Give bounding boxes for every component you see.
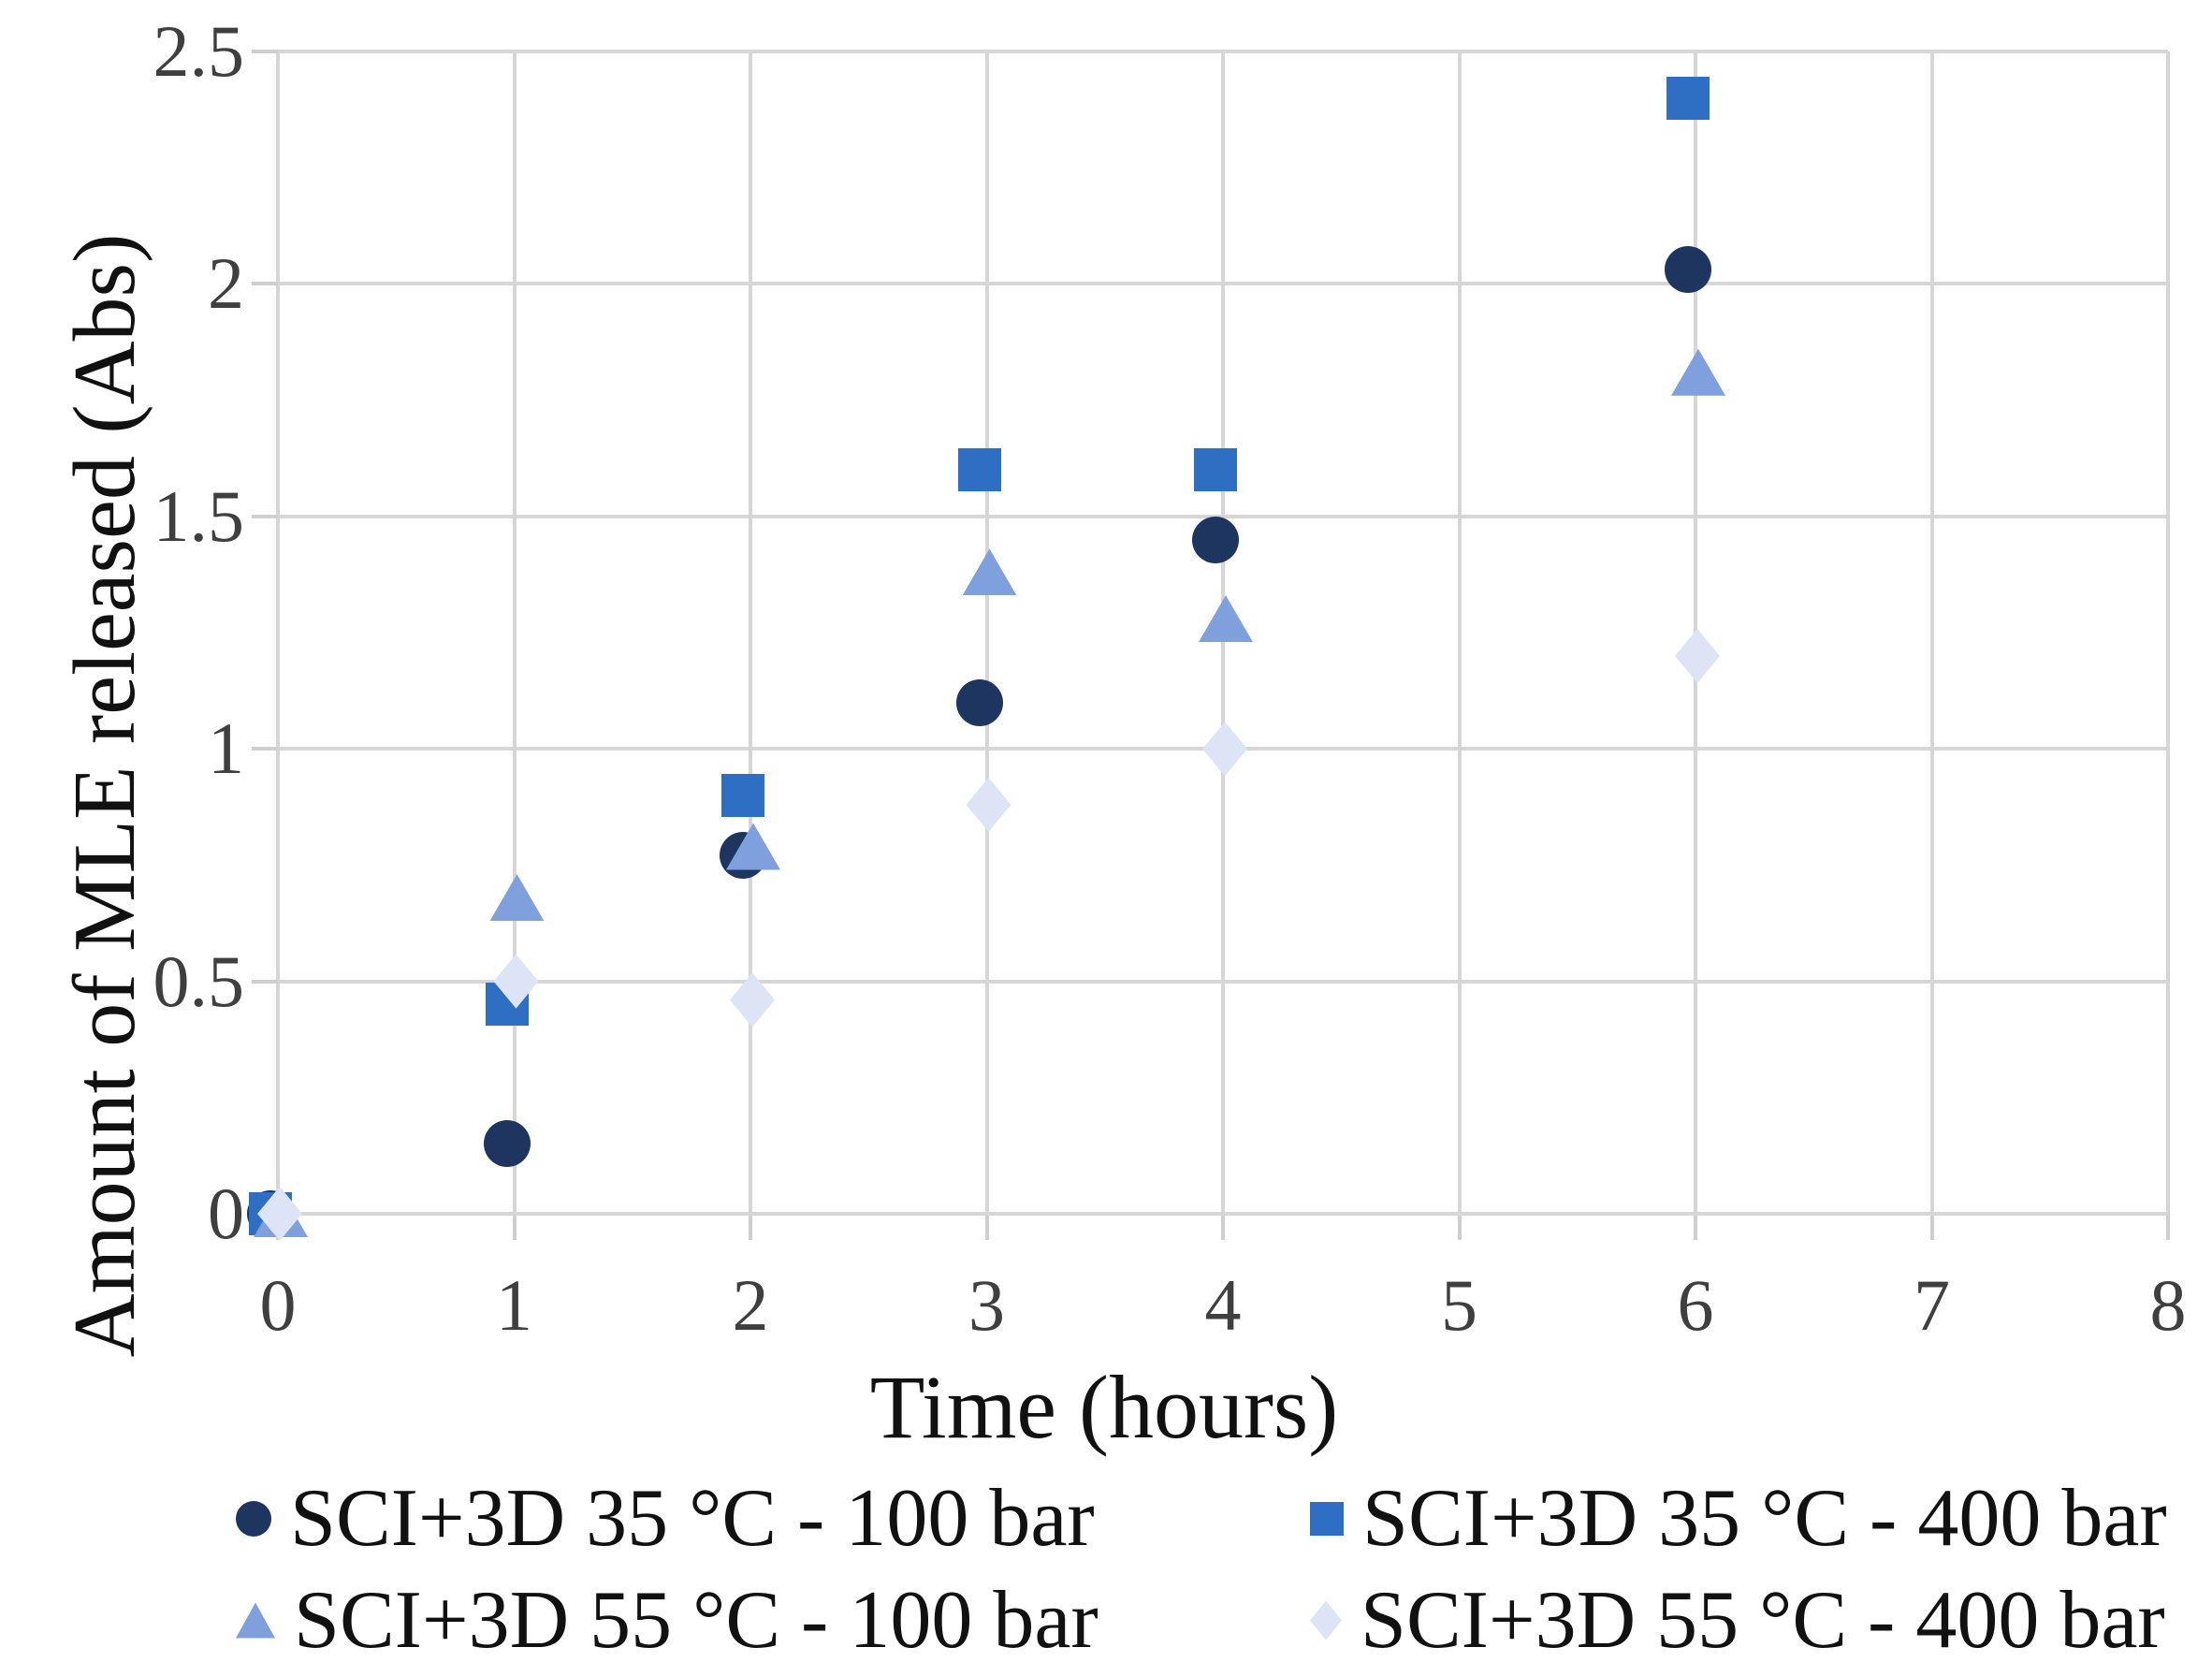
y-tick-label: 1.5: [153, 474, 245, 557]
x-tick-label: 7: [1914, 1264, 1950, 1346]
circle-data-point: [1665, 246, 1711, 294]
vertical-gridline: [1457, 51, 1462, 1214]
x-tick-label: 2: [732, 1264, 769, 1346]
legend-label: SCI+3D 35 °C - 400 bar: [1362, 1473, 2167, 1564]
diamond-data-point: [966, 777, 1011, 832]
x-tick-mark: [749, 1214, 752, 1240]
circle-data-point: [1192, 516, 1239, 563]
x-tick-label: 3: [968, 1264, 1005, 1346]
square-data-point: [721, 773, 764, 817]
legend-item: SCI+3D 55 °C - 100 bar: [236, 1573, 1310, 1662]
y-tick-label: 0.5: [153, 940, 245, 1022]
legend: SCI+3D 35 °C - 100 bar SCI+3D 35 °C - 40…: [236, 1471, 2167, 1662]
vertical-gridline: [276, 51, 280, 1214]
circle-marker-icon: [236, 1500, 271, 1537]
horizontal-gridline: [278, 282, 2168, 286]
y-axis-title: Amount of MLE released (Abs): [56, 233, 153, 1358]
vertical-gridline: [1929, 51, 1934, 1214]
square-data-point: [957, 448, 1001, 492]
y-tick-label: 1: [208, 707, 244, 790]
x-tick-label: 4: [1204, 1264, 1242, 1346]
triangle-data-point: [489, 874, 545, 922]
triangle-data-point: [1671, 348, 1725, 396]
y-tick-mark: [252, 747, 278, 751]
vertical-gridline: [2166, 51, 2170, 1214]
legend-label: SCI+3D 55 °C - 400 bar: [1361, 1575, 2165, 1662]
circle-data-point: [483, 1120, 531, 1168]
legend-label: SCI+3D 55 °C - 100 bar: [294, 1575, 1099, 1662]
y-tick-mark: [252, 50, 278, 53]
x-tick-mark: [1929, 1214, 1934, 1240]
x-tick-mark: [512, 1214, 517, 1240]
y-tick-mark: [252, 979, 278, 984]
triangle-marker-icon: [236, 1602, 275, 1639]
diamond-data-point: [1675, 628, 1720, 683]
circle-data-point: [955, 678, 1003, 726]
triangle-data-point: [1199, 595, 1253, 643]
y-tick-mark: [252, 282, 278, 286]
square-data-point: [1666, 76, 1710, 120]
x-axis-title: Time (hours): [869, 1357, 1339, 1457]
legend-item: SCI+3D 35 °C - 100 bar: [236, 1471, 1310, 1566]
x-tick-label: 1: [496, 1264, 532, 1346]
diamond-data-point: [1202, 722, 1247, 777]
x-tick-mark: [984, 1214, 989, 1240]
horizontal-gridline: [278, 50, 2168, 53]
x-tick-mark: [2166, 1214, 2170, 1240]
y-tick-label: 0: [208, 1173, 244, 1254]
x-tick-label: 6: [1677, 1264, 1714, 1346]
x-tick-label: 0: [259, 1264, 297, 1346]
y-tick-label: 2: [208, 242, 244, 325]
y-tick-label: 2.5: [153, 10, 245, 92]
y-tick-mark: [252, 514, 278, 518]
legend-label: SCI+3D 35 °C - 100 bar: [290, 1473, 1095, 1564]
vertical-gridline: [984, 51, 989, 1214]
horizontal-gridline: [278, 1212, 2168, 1216]
diamond-marker-icon: [1310, 1600, 1342, 1640]
triangle-data-point: [962, 548, 1017, 596]
vertical-gridline: [512, 51, 517, 1214]
horizontal-gridline: [278, 979, 2168, 984]
horizontal-gridline: [278, 514, 2168, 518]
legend-item: SCI+3D 55 °C - 400 bar: [1310, 1573, 2167, 1662]
x-tick-mark: [1694, 1214, 1697, 1240]
legend-item: SCI+3D 35 °C - 400 bar: [1310, 1471, 2167, 1566]
x-tick-label: 8: [2149, 1264, 2187, 1346]
x-tick-mark: [1457, 1214, 1462, 1240]
x-tick-label: 5: [1441, 1264, 1477, 1346]
square-data-point: [1194, 448, 1237, 492]
vertical-gridline: [749, 51, 752, 1214]
square-marker-icon: [1310, 1501, 1344, 1536]
x-tick-mark: [1221, 1214, 1225, 1240]
